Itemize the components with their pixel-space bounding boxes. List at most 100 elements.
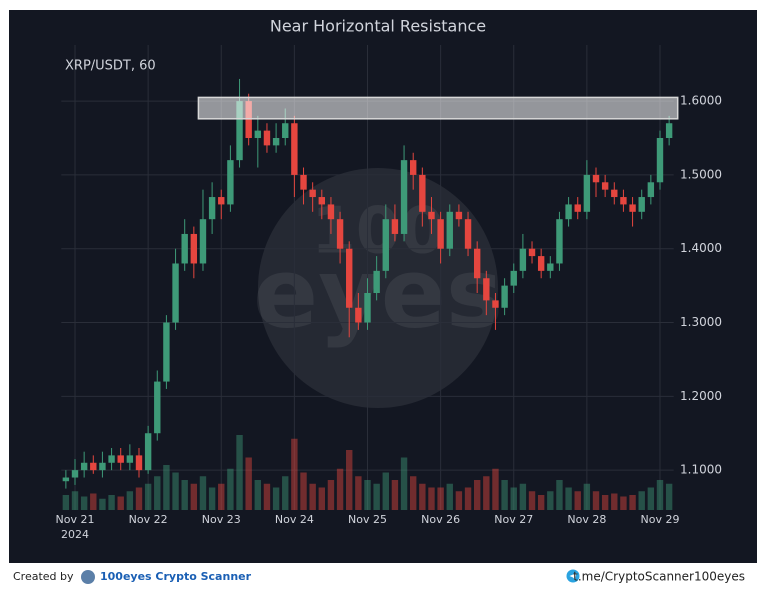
candle-body	[218, 197, 225, 205]
candle-body	[272, 138, 280, 146]
volume-bar	[565, 487, 572, 510]
candle-body	[583, 174, 591, 212]
candle-body	[99, 462, 106, 471]
candle-body	[665, 123, 673, 138]
candle-body	[547, 263, 554, 271]
volume-bar	[218, 483, 225, 510]
candle-body	[464, 219, 472, 249]
volume-bar	[309, 483, 316, 510]
volume-bar	[501, 480, 508, 510]
candle-body	[291, 123, 298, 175]
volume-bar	[391, 480, 399, 510]
volume-bar	[199, 476, 207, 510]
volume-bar	[318, 487, 325, 510]
candle-body	[135, 455, 143, 471]
volume-bar	[665, 483, 673, 510]
volume-bar	[135, 487, 143, 510]
telegram-plane	[569, 573, 577, 580]
candle-body	[108, 455, 115, 463]
candle-body	[80, 462, 88, 471]
candle-body	[300, 174, 307, 190]
volume-bar	[208, 487, 216, 510]
candle-body	[556, 219, 563, 264]
volume-bar	[373, 483, 380, 510]
candle-body	[611, 189, 618, 198]
plot: 1.1000 1.2000 1.3000 1.4000 1.5000 1.6000 Nov …	[56, 45, 722, 541]
candle-body	[492, 300, 499, 308]
brand-logo	[81, 570, 95, 584]
candle-body	[574, 204, 581, 212]
volume-bar	[601, 495, 609, 510]
volume-bar	[611, 493, 618, 510]
volume-bar	[537, 495, 545, 510]
volume-bar	[638, 491, 645, 510]
candle-body	[355, 307, 362, 323]
candle-body	[410, 160, 417, 175]
resistance-zone	[197, 96, 679, 120]
footer-created-by: Created by	[13, 570, 74, 583]
volume-bar	[410, 476, 417, 510]
candle-body	[346, 248, 353, 308]
candle-body	[208, 197, 216, 220]
volume-bar	[574, 491, 581, 510]
candle-body	[446, 211, 453, 249]
volume-bar	[656, 480, 664, 510]
x-tick-label: Nov 21	[56, 513, 95, 526]
candle-body	[190, 233, 198, 264]
footer-link[interactable]: t.me/CryptoScanner100eyes	[573, 570, 745, 584]
y-tick-label: 1.4000	[680, 241, 722, 255]
x-tick-label: Nov 29	[641, 513, 680, 526]
volume-bar	[71, 491, 79, 510]
candle-body	[601, 182, 609, 190]
volume-bar	[364, 480, 371, 510]
candle-body	[565, 204, 572, 220]
candle-body	[117, 455, 124, 463]
candle-body	[309, 189, 316, 198]
candle-body	[327, 204, 335, 220]
volume-bar	[547, 491, 554, 510]
y-tick-label: 1.1000	[680, 463, 722, 477]
candle-body	[629, 204, 636, 212]
volume-bar	[108, 495, 115, 510]
volume-bar	[154, 476, 161, 510]
volume-bar	[519, 483, 527, 510]
volume-bar	[144, 483, 152, 510]
candle-body	[126, 455, 134, 463]
volume-bar	[583, 483, 591, 510]
footer-brand[interactable]: 100eyes Crypto Scanner	[100, 570, 252, 583]
candle-body	[163, 322, 170, 382]
volume-bar	[181, 480, 188, 510]
candle-body	[656, 138, 664, 183]
candle-body	[501, 285, 508, 308]
candle-body	[227, 160, 234, 205]
x-tick-label: Nov 22	[129, 513, 168, 526]
volume-bar	[629, 495, 636, 510]
volume-bar	[291, 438, 298, 510]
volume-bar	[437, 487, 444, 510]
volume-bar	[455, 491, 463, 510]
volume-bar	[355, 476, 362, 510]
symbol-label: XRP/USDT, 60	[65, 59, 156, 74]
y-tick-label: 1.3000	[680, 315, 722, 329]
x-tick-label: Nov 24	[275, 513, 314, 526]
volume-bar	[446, 483, 453, 510]
volume-bar	[473, 480, 481, 510]
candle-body	[144, 433, 152, 471]
volume-bar	[190, 483, 198, 510]
volume-bar	[245, 457, 252, 510]
candle-body	[419, 174, 426, 212]
watermark-text: eyes	[253, 237, 503, 349]
candle-body	[318, 197, 325, 205]
volume-bar	[163, 465, 170, 510]
volume-bar	[556, 480, 563, 510]
chart-title: Near Horizontal Resistance	[270, 17, 486, 36]
x-year-label: 2024	[61, 528, 89, 541]
volume-bar	[336, 468, 344, 510]
candle-body	[400, 160, 408, 234]
volume-bar	[647, 487, 655, 510]
volume-bar	[282, 476, 289, 510]
candle-body	[638, 197, 645, 212]
candle-body	[71, 470, 79, 478]
candle-body	[62, 477, 70, 482]
